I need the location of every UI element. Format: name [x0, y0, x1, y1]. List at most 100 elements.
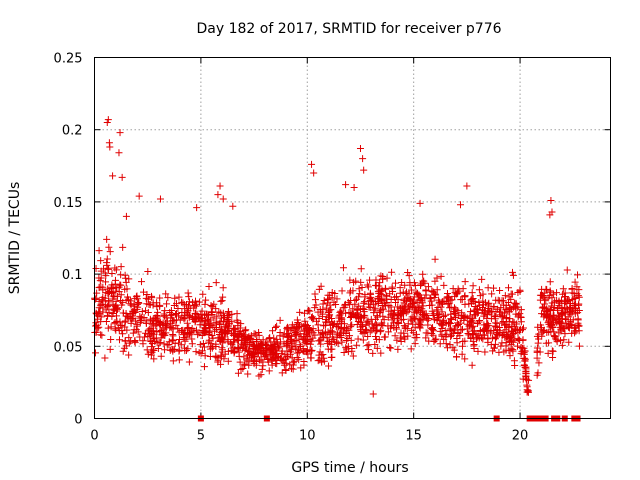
- data-point: [166, 324, 174, 332]
- data-point: [537, 321, 545, 329]
- data-point: [101, 301, 109, 309]
- data-point: [515, 336, 523, 344]
- data-point: [172, 321, 180, 329]
- data-point: [329, 335, 337, 343]
- data-point: [461, 355, 469, 363]
- data-point: [165, 340, 173, 348]
- data-point: [549, 354, 557, 362]
- data-point: [142, 319, 150, 327]
- data-point: [228, 318, 236, 326]
- data-point: [571, 295, 579, 303]
- data-point: [491, 335, 499, 343]
- data-point: [121, 337, 129, 345]
- data-point: [342, 181, 350, 189]
- data-point: [117, 291, 125, 299]
- data-point: [209, 334, 217, 342]
- data-point: [127, 319, 135, 327]
- data-point: [571, 278, 579, 286]
- data-point: [549, 324, 557, 332]
- data-point: [258, 341, 266, 349]
- data-point: [457, 296, 465, 304]
- data-point: [419, 302, 427, 310]
- data-point: [156, 195, 164, 203]
- data-point: [317, 282, 325, 290]
- data-point: [356, 290, 364, 298]
- y-tick-label: 0.1: [62, 268, 83, 283]
- data-point: [561, 293, 569, 301]
- data-point: [555, 314, 563, 322]
- data-point: [161, 346, 169, 354]
- data-point: [150, 346, 158, 354]
- axis-ticks: [94, 57, 611, 419]
- data-point: [157, 352, 165, 360]
- data-point: [505, 318, 513, 326]
- data-point: [122, 296, 130, 304]
- data-point: [104, 264, 112, 272]
- data-point: [103, 235, 111, 243]
- data-point: [176, 316, 184, 324]
- data-point: [208, 311, 216, 319]
- data-point: [273, 322, 281, 330]
- data-point: [553, 319, 561, 327]
- data-point: [445, 300, 453, 308]
- data-point: [491, 313, 499, 321]
- data-point: [357, 313, 365, 321]
- data-point: [369, 390, 377, 398]
- data-point: [315, 285, 323, 293]
- data-point: [289, 359, 297, 367]
- data-point: [218, 346, 226, 354]
- data-point: [284, 337, 292, 345]
- data-point: [539, 293, 547, 301]
- data-point: [399, 307, 407, 315]
- data-point: [410, 293, 418, 301]
- data-point: [185, 358, 193, 366]
- data-point: [103, 259, 111, 267]
- data-point: [168, 345, 176, 353]
- data-point: [141, 329, 149, 337]
- data-point: [124, 293, 132, 301]
- data-point: [324, 291, 332, 299]
- data-point: [101, 354, 109, 362]
- data-point: [558, 303, 566, 311]
- data-point: [379, 273, 387, 281]
- data-point: [475, 318, 483, 326]
- data-point: [184, 345, 192, 353]
- data-point: [384, 328, 392, 336]
- data-point: [137, 317, 145, 325]
- data-point: [388, 283, 396, 291]
- data-point: [301, 317, 309, 325]
- data-point: [233, 316, 241, 324]
- chart-title: Day 182 of 2017, SRMTID for receiver p77…: [196, 21, 501, 37]
- data-point: [539, 328, 547, 336]
- data-point: [469, 327, 477, 335]
- data-point: [473, 334, 481, 342]
- data-point: [111, 276, 119, 284]
- data-point: [502, 313, 510, 321]
- data-point: [112, 326, 120, 334]
- data-point: [148, 320, 156, 328]
- data-point: [320, 297, 328, 305]
- data-point: [284, 323, 292, 331]
- data-point: [363, 327, 371, 335]
- data-point: [207, 301, 215, 309]
- data-point: [337, 332, 345, 340]
- data-point: [97, 302, 105, 310]
- data-point: [459, 325, 467, 333]
- data-point: [510, 318, 518, 326]
- data-point: [198, 347, 206, 355]
- data-point: [458, 311, 466, 319]
- data-point: [135, 192, 143, 200]
- data-point: [324, 337, 332, 345]
- data-point: [376, 279, 384, 287]
- data-point: [300, 335, 308, 343]
- data-point: [396, 289, 404, 297]
- data-point: [310, 315, 318, 323]
- data-point: [440, 312, 448, 320]
- data-point: [157, 327, 165, 335]
- data-point: [156, 339, 164, 347]
- data-point: [95, 247, 103, 255]
- data-point: [218, 297, 226, 305]
- data-point: [574, 271, 582, 279]
- data-point: [504, 298, 512, 306]
- x-tick-label: 15: [405, 429, 422, 444]
